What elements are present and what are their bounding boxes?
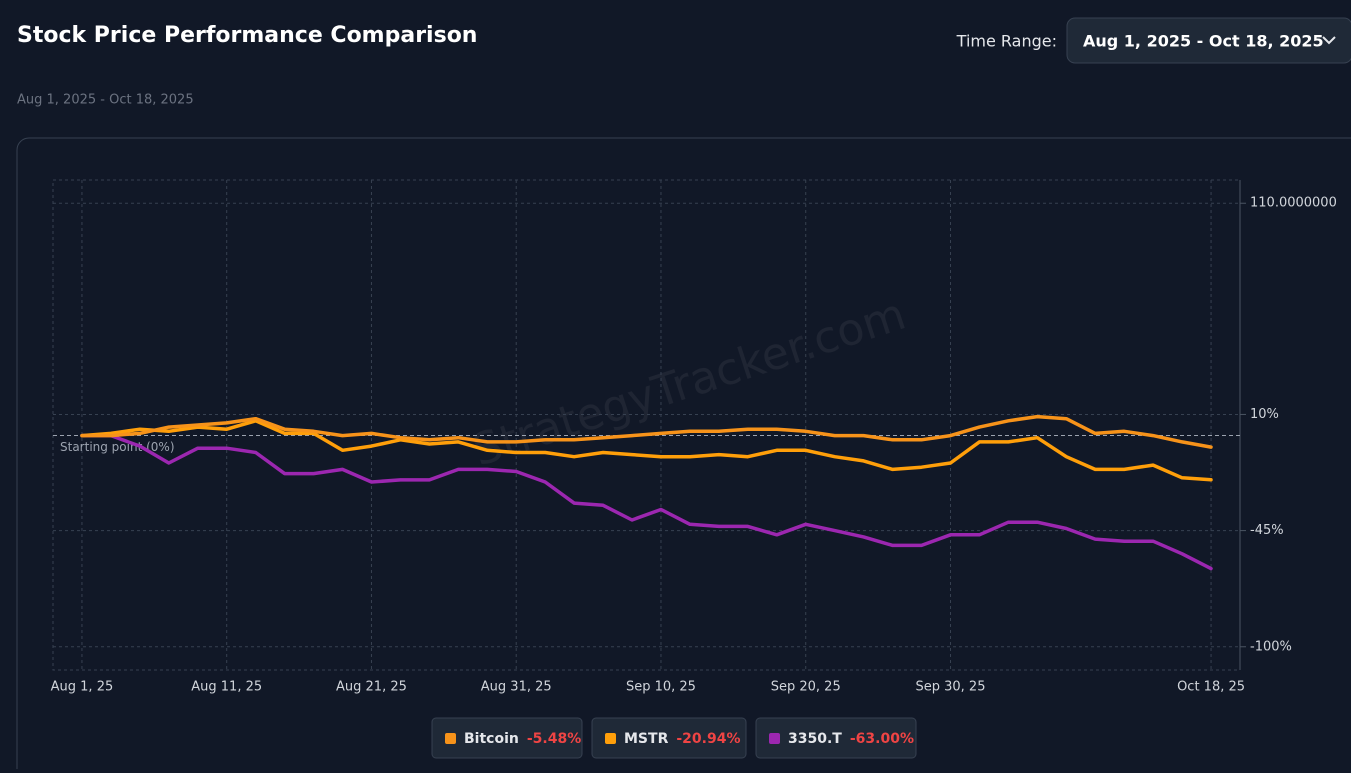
x-tick-label: Sep 30, 25: [915, 680, 985, 695]
y-tick-label: 110.0000000: [1250, 196, 1337, 211]
legend-item[interactable]: 3350.T -63.00%: [755, 717, 917, 759]
legend-swatch: [769, 733, 780, 744]
subtitle: Aug 1, 2025 - Oct 18, 2025: [17, 93, 194, 108]
legend-return: -5.48%: [527, 731, 581, 747]
series-line: [80, 419, 1213, 482]
annotation: Starting point (0%): [60, 440, 175, 454]
x-tick-label: Aug 31, 25: [481, 680, 552, 695]
x-tick-label: Sep 10, 25: [626, 680, 696, 695]
y-tick-label: 10%: [1250, 407, 1279, 422]
x-tick-label: Sep 20, 25: [771, 680, 841, 695]
legend-name: MSTR: [624, 731, 669, 747]
legend-name: 3350.T: [788, 731, 842, 747]
dropdown-chevron[interactable]: [1322, 36, 1336, 45]
legend-return: -63.00%: [850, 731, 914, 747]
legend-chip: [431, 717, 583, 759]
page-title: Stock Price Performance Comparison: [17, 23, 477, 48]
x-tick-label: Aug 11, 25: [191, 680, 262, 695]
time-range-dropdown[interactable]: Aug 1, 2025 - Oct 18, 2025: [1066, 17, 1351, 64]
dropdown-value[interactable]: Aug 1, 2025 - Oct 18, 2025: [1083, 32, 1324, 51]
legend-chip: [591, 717, 747, 759]
series-line: [80, 414, 1213, 449]
time-range-label: Time Range:: [956, 32, 1057, 51]
x-tick-label: Aug 1, 25: [51, 680, 114, 695]
legend-return: -20.94%: [676, 731, 740, 747]
x-tick-label: Oct 18, 25: [1177, 680, 1245, 695]
series-line: [80, 433, 1213, 571]
legend-chip: [755, 717, 917, 759]
chart-card: [16, 137, 1351, 773]
legend-item[interactable]: Bitcoin -5.48%: [431, 717, 583, 759]
y-tick-label: -100%: [1250, 639, 1292, 654]
legend-item[interactable]: MSTR -20.94%: [591, 717, 747, 759]
legend-name: Bitcoin: [464, 731, 519, 747]
y-tick-label: -45%: [1250, 523, 1284, 538]
plot-frame: [52, 179, 1241, 671]
legend-swatch: [605, 733, 616, 744]
dropdown-box[interactable]: [1066, 17, 1351, 64]
legend-swatch: [445, 733, 456, 744]
x-tick-label: Aug 21, 25: [336, 680, 407, 695]
